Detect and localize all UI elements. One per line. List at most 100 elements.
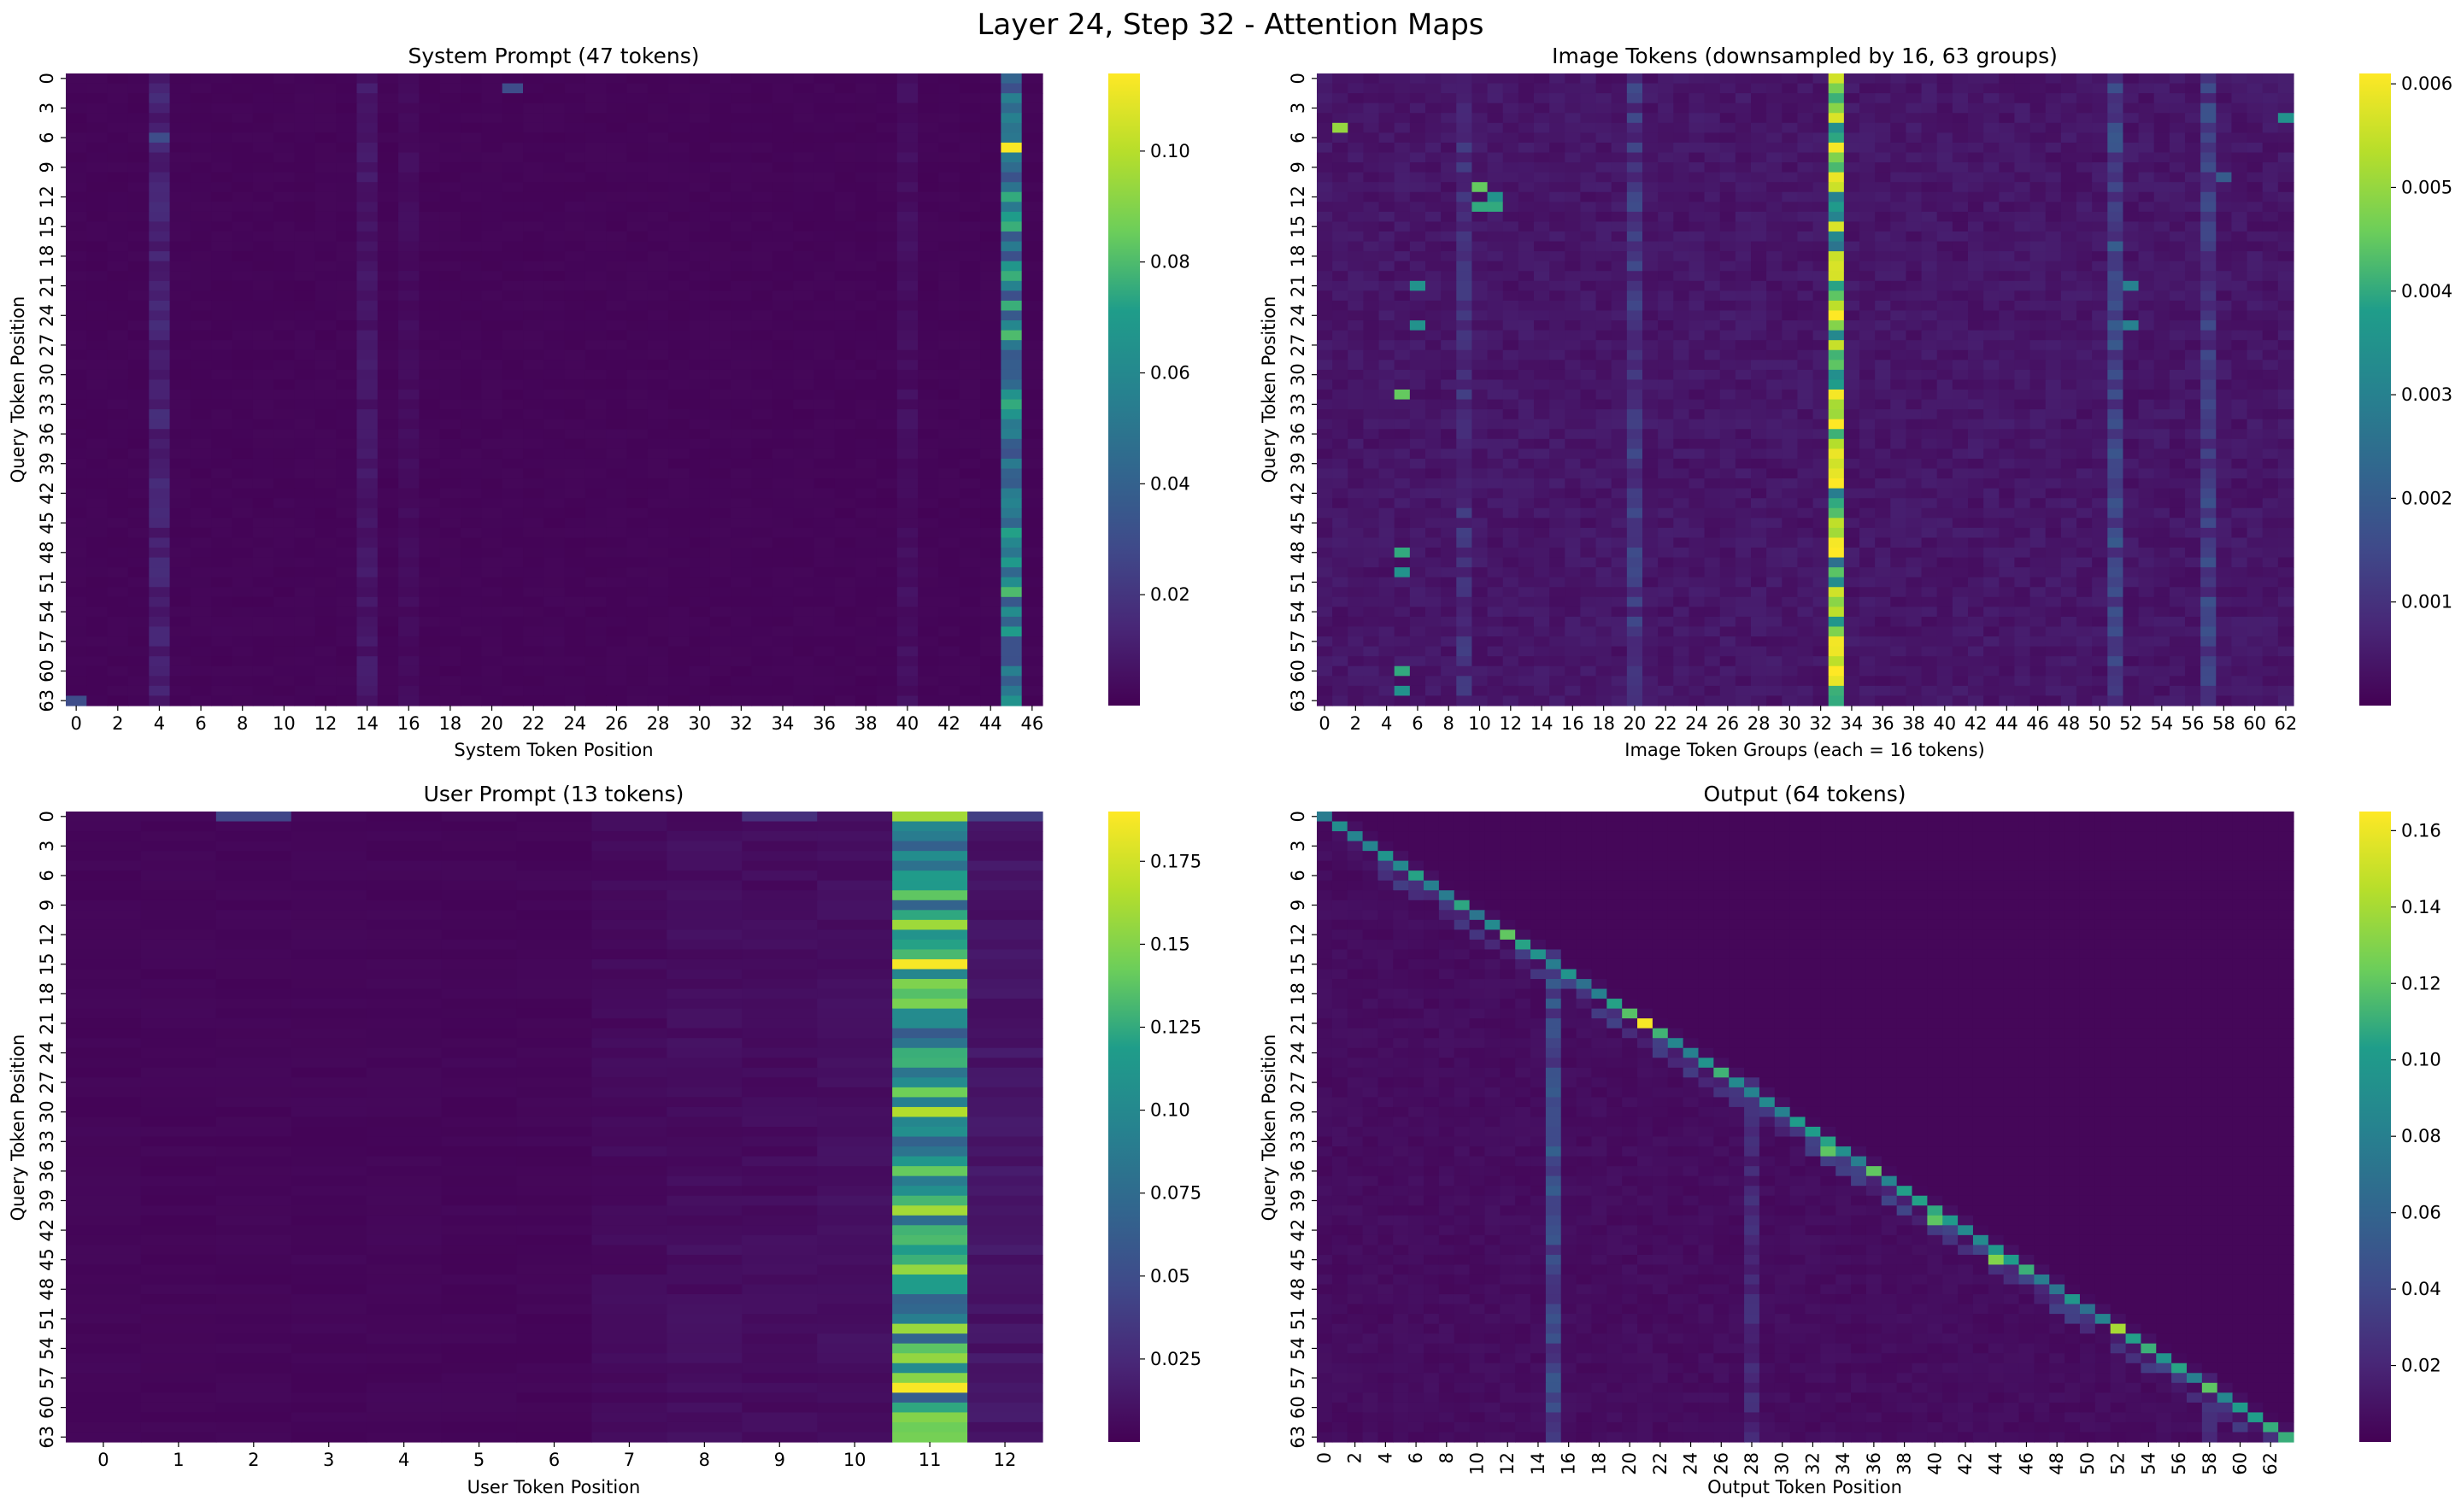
heatmap-cell bbox=[2092, 349, 2108, 360]
heatmap-cell bbox=[398, 103, 420, 114]
heatmap-cell bbox=[896, 73, 919, 85]
heatmap-cell bbox=[190, 122, 212, 133]
heatmap-cell bbox=[2216, 340, 2233, 351]
heatmap-cell bbox=[2247, 300, 2264, 312]
heatmap-cell bbox=[1828, 320, 1845, 331]
heatmap-cell bbox=[66, 607, 87, 618]
heatmap-cell bbox=[938, 468, 960, 479]
heatmap-cell bbox=[584, 182, 607, 193]
heatmap-cell bbox=[1001, 142, 1023, 154]
heatmap-cell bbox=[709, 103, 731, 114]
heatmap-cell bbox=[543, 251, 566, 262]
heatmap-cell bbox=[1471, 290, 1489, 302]
heatmap-cell bbox=[751, 251, 773, 262]
heatmap-cell bbox=[584, 191, 607, 202]
heatmap-cell bbox=[1642, 231, 1659, 243]
heatmap-cell bbox=[2092, 103, 2108, 114]
heatmap-cell bbox=[2231, 330, 2248, 341]
heatmap-cell bbox=[1751, 73, 1767, 85]
heatmap-cell bbox=[793, 290, 815, 302]
heatmap-cell bbox=[419, 300, 441, 312]
heatmap-cell bbox=[86, 518, 109, 529]
heatmap-cell bbox=[1704, 191, 1721, 202]
heatmap-cell bbox=[647, 340, 669, 351]
heatmap-cell bbox=[855, 587, 878, 598]
heatmap-cell bbox=[294, 646, 316, 657]
heatmap-cell bbox=[1549, 182, 1565, 193]
heatmap-cell bbox=[439, 596, 461, 607]
heatmap-cell bbox=[1812, 349, 1830, 360]
heatmap-cell bbox=[439, 261, 461, 272]
heatmap-cell bbox=[1766, 320, 1783, 331]
heatmap-cell bbox=[834, 429, 856, 440]
heatmap-cell bbox=[606, 695, 628, 706]
heatmap-cell bbox=[252, 142, 274, 154]
heatmap-cell bbox=[190, 310, 212, 321]
heatmap-cell bbox=[959, 409, 981, 420]
heatmap-cell bbox=[938, 360, 960, 371]
heatmap-cell bbox=[2262, 191, 2279, 202]
heatmap-cell bbox=[314, 478, 337, 489]
heatmap-cell bbox=[356, 221, 379, 232]
heatmap-cell bbox=[751, 349, 773, 360]
heatmap-cell bbox=[502, 507, 524, 519]
heatmap-cell bbox=[2169, 182, 2186, 193]
heatmap-cell bbox=[1642, 271, 1659, 282]
heatmap-cell bbox=[1797, 251, 1814, 262]
heatmap-cell bbox=[107, 93, 129, 104]
heatmap-cell bbox=[855, 676, 878, 687]
heatmap-cell bbox=[1425, 290, 1442, 302]
heatmap-cell bbox=[1565, 93, 1582, 104]
heatmap-cell bbox=[1425, 113, 1442, 124]
heatmap-cell bbox=[1595, 221, 1612, 232]
heatmap-cell bbox=[439, 271, 461, 282]
heatmap-cell bbox=[938, 438, 960, 449]
heatmap-cell bbox=[1502, 73, 1519, 85]
heatmap-cell bbox=[252, 488, 274, 499]
heatmap-cell bbox=[1828, 211, 1845, 223]
heatmap-cell bbox=[1332, 162, 1348, 173]
heatmap-cell bbox=[1642, 221, 1659, 232]
heatmap-cell bbox=[232, 665, 254, 677]
heatmap-cell bbox=[876, 172, 898, 183]
heatmap-cell bbox=[918, 280, 940, 291]
heatmap-cell bbox=[1828, 152, 1845, 163]
heatmap-cell bbox=[2169, 172, 2186, 183]
heatmap-cell bbox=[1766, 152, 1783, 163]
heatmap-cell bbox=[2200, 113, 2217, 124]
heatmap-cell bbox=[1968, 261, 1984, 272]
heatmap-cell bbox=[1471, 231, 1489, 243]
heatmap-cell bbox=[772, 172, 794, 183]
heatmap-cell bbox=[606, 567, 628, 578]
heatmap-cell bbox=[232, 616, 254, 628]
heatmap-cell bbox=[169, 448, 191, 460]
heatmap-cell bbox=[523, 132, 544, 144]
heatmap-cell bbox=[1021, 280, 1043, 291]
heatmap-cell bbox=[273, 488, 296, 499]
heatmap-cell bbox=[1890, 152, 1907, 163]
heatmap-cell bbox=[2200, 142, 2217, 154]
heatmap-cell bbox=[1766, 211, 1783, 223]
heatmap-cell bbox=[398, 261, 420, 272]
heatmap-cell bbox=[1502, 340, 1519, 351]
heatmap-cell bbox=[709, 527, 731, 539]
heatmap-cell bbox=[1363, 152, 1380, 163]
heatmap-cell bbox=[2076, 330, 2093, 341]
heatmap-cell bbox=[668, 280, 690, 291]
heatmap-cell bbox=[709, 231, 731, 243]
heatmap-cell bbox=[751, 162, 773, 173]
heatmap-cell bbox=[1875, 251, 1891, 262]
heatmap-cell bbox=[1968, 73, 1984, 85]
heatmap-cell bbox=[772, 626, 794, 637]
heatmap-cell bbox=[1363, 122, 1380, 133]
heatmap-cell bbox=[834, 310, 856, 321]
heatmap-cell bbox=[959, 419, 981, 430]
heatmap-cell bbox=[1409, 113, 1426, 124]
heatmap-cell bbox=[709, 448, 731, 460]
x-tick-label: 16 bbox=[397, 713, 420, 734]
heatmap-cell bbox=[709, 340, 731, 351]
heatmap-cell bbox=[1580, 132, 1597, 144]
heatmap-cell bbox=[1611, 280, 1628, 291]
heatmap-cell bbox=[169, 360, 191, 371]
heatmap-cell bbox=[1580, 83, 1597, 94]
